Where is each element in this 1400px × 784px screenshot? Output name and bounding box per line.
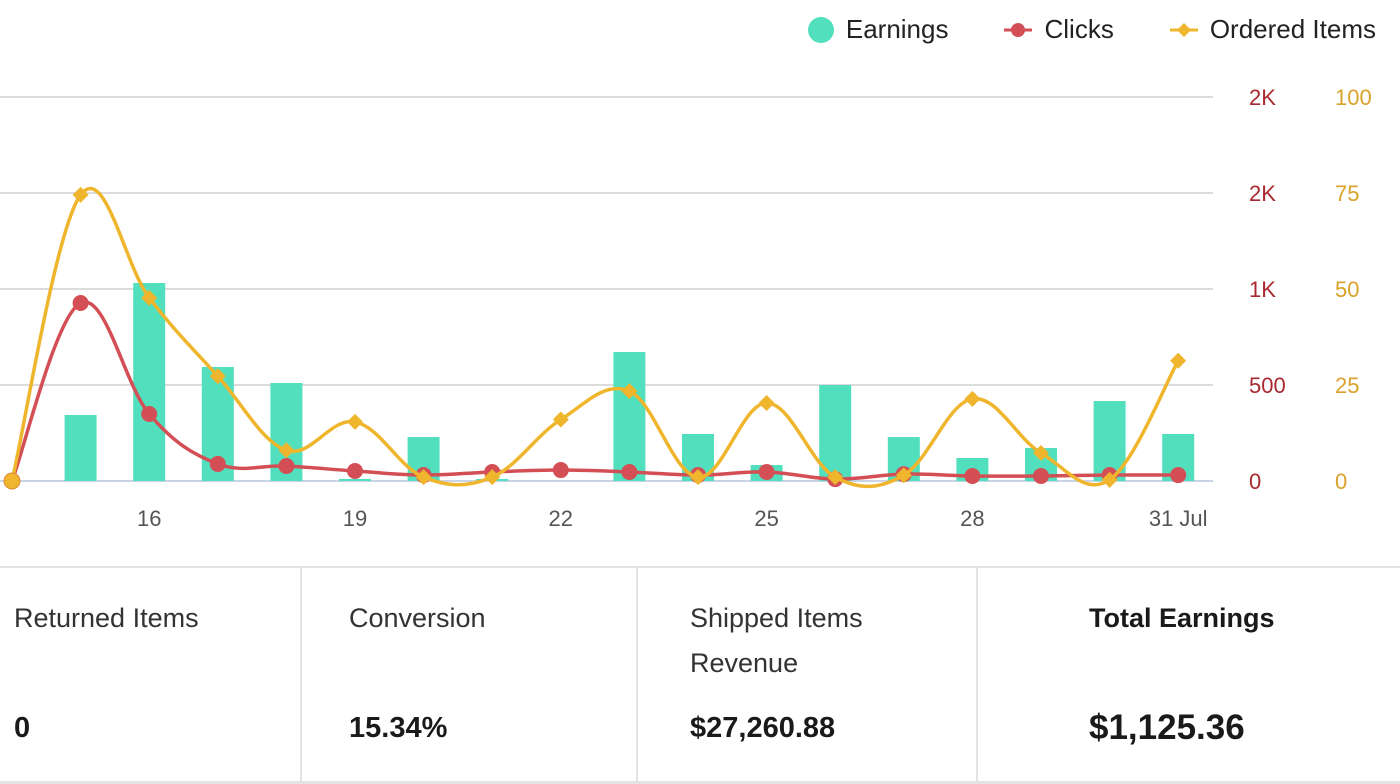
- earnings-chart: 0 500 1K 2K 2K 0 25 50 75 100 16 19 22 25 28 31 Jul: [0, 85, 1372, 531]
- clicks-point: [209, 455, 226, 472]
- ordered-items-point: [964, 390, 981, 407]
- legend-item-clicks[interactable]: Clicks: [1004, 14, 1114, 45]
- clicks-point: [1033, 468, 1049, 485]
- earnings-bar: [613, 352, 646, 481]
- ordered-items-point: [690, 469, 706, 486]
- clicks-point: [621, 463, 638, 480]
- legend-item-ordered-items[interactable]: Ordered Items: [1169, 14, 1376, 45]
- clicks-line: [10, 300, 1179, 482]
- ordered-items-point: [209, 368, 226, 385]
- ordered-items-point: [1033, 444, 1049, 461]
- chart-legend: Earnings Clicks Ordered Items: [807, 14, 1376, 45]
- legend-label: Clicks: [1044, 14, 1114, 44]
- x-axis-tick: 31 Jul: [1149, 506, 1208, 531]
- ordered-items-point: [278, 442, 295, 459]
- ordered-items-diamond-marker-icon: [1169, 22, 1198, 37]
- ordered-items-point: [1170, 352, 1187, 369]
- ordered-items-point: [552, 411, 569, 428]
- ordered-items-axis-tick: 100: [1335, 85, 1372, 110]
- x-axis-tick: 19: [343, 506, 367, 531]
- clicks-axis-tick: 2K: [1249, 85, 1276, 110]
- ordered-items-point: [1101, 471, 1118, 488]
- stat-label: Shipped Items Revenue: [690, 603, 863, 678]
- ordered-items-point: [895, 467, 912, 484]
- clicks-point: [72, 295, 89, 312]
- stat-value: 0: [14, 712, 31, 744]
- ordered-items-point: [72, 186, 89, 203]
- ordered-items-point: [827, 469, 844, 486]
- ordered-items-point: [347, 413, 363, 430]
- x-axis-tick: 16: [137, 506, 161, 531]
- ordered-items-point: [3, 472, 21, 490]
- clicks-point: [1170, 467, 1187, 484]
- ordered-items-line: [10, 186, 1180, 489]
- stat-returned-items: Returned Items 0: [0, 568, 302, 781]
- clicks-axis-tick: 1K: [1249, 277, 1276, 302]
- clicks-axis-tick: 0: [1249, 469, 1261, 494]
- earnings-bar: [64, 414, 97, 481]
- earnings-circle-icon: [807, 16, 834, 43]
- ordered-items-axis-tick: 25: [1335, 373, 1359, 398]
- x-axis-tick: 22: [549, 506, 573, 531]
- stat-total-earnings: Total Earnings $1,125.36: [978, 568, 1400, 781]
- ordered-items-axis-tick: 75: [1335, 181, 1359, 206]
- legend-label: Ordered Items: [1209, 14, 1376, 44]
- clicks-point: [278, 458, 295, 475]
- ordered-items-point: [141, 289, 158, 306]
- clicks-point: [552, 462, 569, 479]
- earnings-bar: [819, 384, 852, 481]
- stat-label: Conversion: [349, 603, 486, 633]
- stat-value: $27,260.88: [690, 712, 836, 744]
- earnings-bar: [133, 283, 166, 481]
- ordered-items-point: [621, 383, 638, 400]
- stats-panel: Returned Items 0 Conversion 15.34% Shipp…: [0, 566, 1400, 784]
- clicks-point: [141, 405, 158, 422]
- clicks-axis-tick: 2K: [1249, 181, 1276, 206]
- x-axis-tick: 25: [754, 506, 778, 531]
- stat-label: Total Earnings: [1089, 603, 1275, 633]
- clicks-point: [347, 463, 363, 480]
- clicks-line-marker-icon: [1004, 22, 1033, 37]
- legend-item-earnings[interactable]: Earnings: [807, 14, 949, 45]
- clicks-point: [964, 468, 981, 485]
- ordered-items-point: [758, 395, 775, 412]
- ordered-items-axis-tick: 0: [1335, 469, 1347, 494]
- stat-label: Returned Items: [14, 603, 199, 633]
- ordered-items-point: [415, 469, 432, 486]
- stat-shipped-items-revenue: Shipped Items Revenue $27,260.88: [638, 568, 978, 781]
- ordered-items-axis-tick: 50: [1335, 277, 1359, 302]
- x-axis-tick: 28: [960, 506, 984, 531]
- stat-value: $1,125.36: [1089, 708, 1245, 747]
- clicks-point: [758, 463, 775, 480]
- ordered-items-point: [484, 469, 501, 486]
- stat-conversion: Conversion 15.34%: [302, 568, 638, 781]
- stat-value: 15.34%: [349, 712, 448, 744]
- earnings-bar: [339, 478, 371, 481]
- legend-label: Earnings: [845, 14, 949, 44]
- clicks-axis-tick: 500: [1249, 373, 1286, 398]
